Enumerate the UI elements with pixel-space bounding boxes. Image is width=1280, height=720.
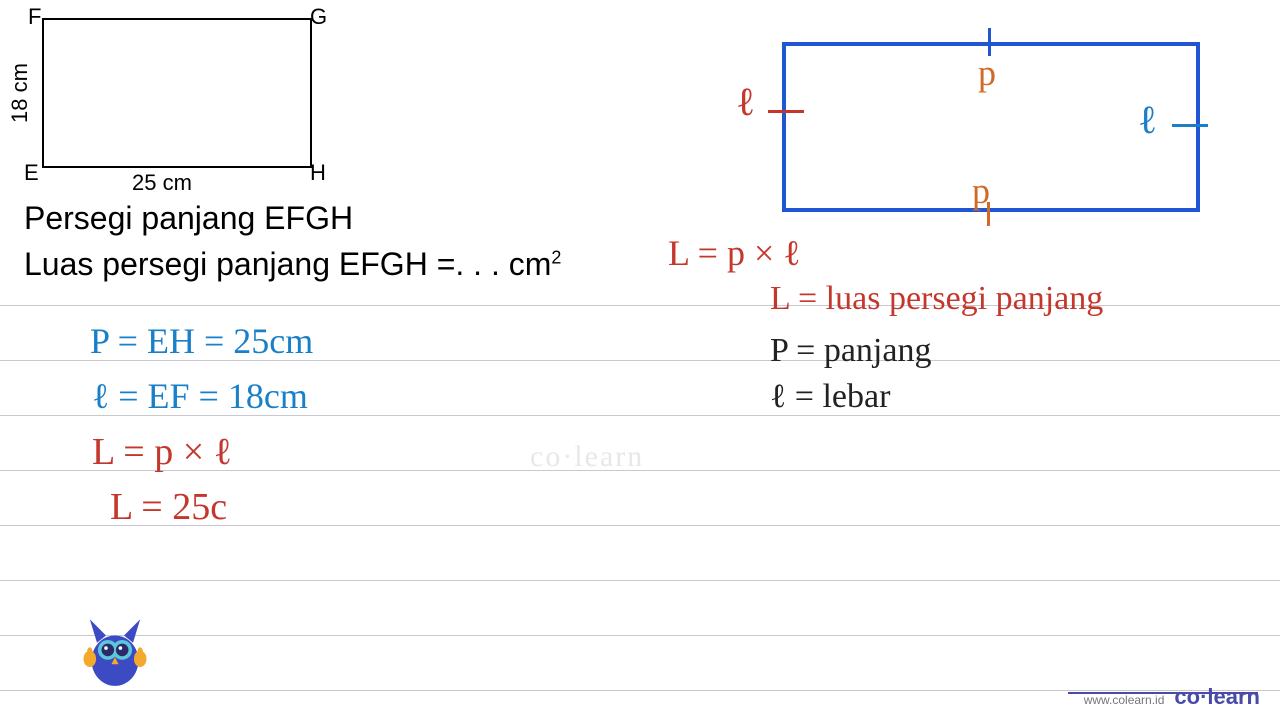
owl-mascot-icon: [70, 608, 160, 690]
question-line1: Persegi panjang EFGH: [24, 200, 353, 237]
tick-left: [768, 110, 804, 113]
label-width: 25 cm: [132, 170, 192, 196]
brand-text: co·learn: [1174, 684, 1260, 710]
answer-l-eq: ℓ = EF = 18cm: [92, 375, 308, 417]
answer-L-value: L = 25c: [110, 485, 227, 529]
answer-L-formula: L = p × ℓ: [92, 430, 232, 474]
tick-right: [1172, 124, 1208, 127]
label-l-right: ℓ: [1138, 96, 1157, 143]
watermark: co·learn: [530, 440, 644, 474]
label-H: H: [310, 160, 326, 186]
formula-p-def: P = panjang: [770, 332, 931, 370]
label-G: G: [310, 4, 327, 30]
diagram-rect-efgh: [42, 18, 312, 168]
label-F: F: [28, 4, 41, 30]
formula-l-def: ℓ = lebar: [770, 378, 890, 416]
answer-p-eq: P = EH = 25cm: [90, 320, 313, 362]
label-E: E: [24, 160, 39, 186]
brand-url: www.colearn.id: [1084, 693, 1165, 707]
label-p-top: p: [978, 52, 996, 94]
formula-L: L = p × ℓ: [668, 232, 801, 274]
brand-logo: www.colearn.id co·learn: [1084, 684, 1260, 710]
label-height: 18 cm: [7, 63, 33, 123]
question-line2: Luas persegi panjang EFGH =. . . cm2: [24, 246, 561, 283]
label-l-left: ℓ: [736, 78, 755, 125]
formula-L-def: L = luas persegi panjang: [770, 280, 1103, 318]
tick-bottom: [987, 202, 990, 226]
